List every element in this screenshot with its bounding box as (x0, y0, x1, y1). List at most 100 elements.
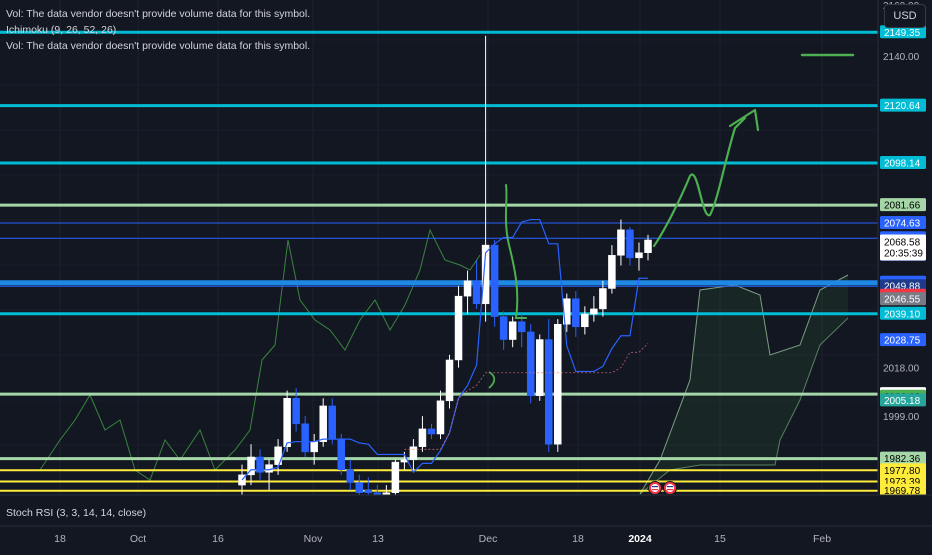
price-label: 2005.18 (884, 396, 921, 407)
candle-body (608, 255, 616, 289)
ichimoku-legend[interactable]: Ichimoku (9, 26, 52, 26) (6, 24, 117, 36)
drawn-arrow-head (728, 108, 760, 132)
countdown-label: 20:35:39 (884, 248, 923, 259)
price-label: 1973.39 (884, 477, 921, 488)
x-tick-label: 15 (714, 533, 726, 545)
candle-body (247, 456, 255, 476)
price-label: 2149.35 (884, 28, 921, 39)
price-label: 2028.75 (884, 336, 921, 347)
indicator-legend: Vol: The data vendor doesn't provide vol… (6, 6, 310, 54)
senkou-span-a (639, 274, 849, 495)
price-label-bg (880, 198, 926, 212)
candle-body (526, 331, 535, 396)
candle-body (508, 321, 517, 340)
y-tick-label: 2140.00 (883, 52, 920, 63)
drawn-curve (504, 184, 527, 319)
candle-body (545, 339, 553, 445)
price-label: 2039.10 (884, 309, 921, 320)
price-label-bg (880, 483, 926, 497)
time-axis (0, 495, 932, 550)
candle-body (581, 313, 589, 328)
candle-body (472, 280, 481, 305)
drawn-projection-path (652, 116, 747, 248)
candle-body (572, 298, 580, 328)
x-tick-label: Nov (304, 533, 323, 545)
candle-body (418, 428, 427, 448)
price-label-bg (880, 393, 926, 407)
stoch-rsi-title[interactable]: Stoch RSI (3, 3, 14, 14, close) (6, 507, 147, 519)
ichimoku-cloud (640, 275, 848, 494)
price-label-bg (880, 25, 926, 39)
candle-body (535, 339, 544, 396)
x-tick-label: Dec (479, 533, 498, 545)
candle-body (617, 229, 625, 256)
candle-body (644, 239, 652, 253)
candle-body (626, 229, 634, 259)
x-tick-label: 13 (372, 533, 384, 545)
x-tick-label: 18 (572, 533, 584, 545)
price-label-bg (880, 306, 926, 320)
x-tick-label: Oct (130, 533, 146, 545)
candle-body (490, 244, 499, 317)
price-label-bg (880, 216, 926, 230)
price-label: 2049.88 (884, 282, 921, 293)
senkou-span-b (639, 317, 849, 495)
candle-body (283, 398, 291, 448)
candle-body (292, 398, 300, 425)
candle-body (481, 244, 490, 305)
kijun-sen (404, 343, 649, 450)
candle-body (635, 252, 643, 259)
price-label: 2074.63 (884, 219, 921, 230)
price-label-bg (880, 451, 926, 465)
price-label: 1977.80 (884, 466, 921, 477)
candle-body (409, 446, 418, 460)
price-label-bg (880, 333, 926, 347)
candle-body (590, 308, 598, 315)
candle-body (337, 438, 345, 470)
candle-body (554, 323, 562, 445)
price-label-bg (880, 463, 926, 477)
candle-body (499, 316, 508, 340)
candle-body (427, 428, 436, 435)
price-label: 2098.14 (884, 159, 921, 170)
currency-button[interactable]: USD (884, 4, 926, 28)
price-label: 2120.64 (884, 101, 921, 112)
candle-body (346, 469, 355, 483)
candle-body (599, 288, 607, 310)
candle-body (445, 359, 454, 402)
price-label-bg (880, 156, 926, 170)
x-tick-label: 18 (54, 533, 66, 545)
volume-legend-2[interactable]: Vol: The data vendor doesn't provide vol… (6, 40, 311, 52)
price-label: 1982.36 (884, 454, 921, 465)
candle-body (436, 400, 445, 435)
x-tick-label: Feb (813, 533, 831, 545)
gray-price-label-bg (880, 292, 926, 306)
candle-body (319, 405, 327, 442)
candle-body (517, 321, 526, 333)
current-price-label-bg (880, 234, 926, 261)
flag-event-icon[interactable] (663, 481, 677, 495)
price-label-bg (880, 98, 926, 112)
candle-body (310, 441, 318, 453)
candle-body (328, 405, 336, 440)
drawn-mark (488, 371, 496, 389)
price-label: 2081.66 (884, 201, 921, 212)
candle-body (391, 461, 400, 493)
candle-body (274, 446, 282, 465)
candle-body (355, 482, 364, 493)
volume-legend-1[interactable]: Vol: The data vendor doesn't provide vol… (6, 8, 311, 20)
candle-body (301, 423, 309, 453)
price-label: 1969.78 (884, 486, 921, 497)
y-tick-label: 2018.00 (883, 364, 920, 375)
current-price-label: 2068.58 (884, 237, 921, 248)
candle-body (463, 280, 472, 297)
candle-body (454, 295, 463, 361)
x-tick-label: 2024 (628, 533, 652, 545)
candle-body (256, 456, 264, 473)
gray-price-label: 2046.55 (884, 295, 921, 306)
x-tick-label: 16 (212, 533, 224, 545)
flag-event-icon[interactable] (648, 481, 662, 495)
